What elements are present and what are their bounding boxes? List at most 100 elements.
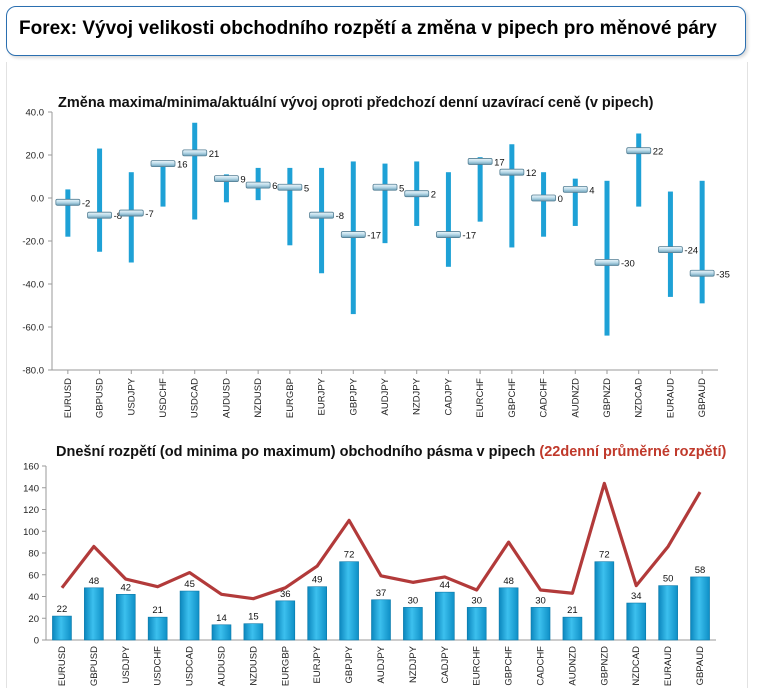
current-value-label: 0 — [558, 194, 563, 205]
bar-value-label: 34 — [631, 591, 642, 602]
bar-value-label: 36 — [280, 589, 291, 600]
bar-x-tick-label: USDJPY — [121, 645, 132, 683]
range-x-tick-label: NZDCAD — [634, 378, 645, 418]
range-bar-today — [690, 576, 710, 641]
current-value-label: -17 — [462, 231, 476, 242]
current-marker — [467, 158, 493, 165]
bar-value-label: 49 — [312, 575, 323, 586]
current-value-label: -8 — [336, 211, 344, 222]
bar-x-tick-label: GBPCHF — [504, 646, 515, 686]
bar-y-tick-label: 0 — [34, 636, 39, 647]
range-x-tick-label: NZDJPY — [412, 377, 423, 415]
current-marker — [658, 246, 683, 254]
range-x-tick-label: EURCHF — [475, 378, 486, 418]
range-bar — [509, 144, 515, 248]
range-bar — [445, 172, 451, 267]
range-x-tick-label: CADCHF — [539, 378, 550, 418]
bar-y-tick-label: 160 — [23, 462, 39, 473]
bar-value-label: 58 — [695, 565, 706, 576]
range-x-tick-label: EURUSD — [63, 378, 74, 418]
range-y-tick-label: -20.0 — [22, 237, 44, 248]
current-marker — [245, 181, 271, 189]
range-bar-today — [466, 607, 487, 641]
bar-x-tick-label: AUDJPY — [376, 645, 387, 683]
range-x-tick-label: EURAUD — [665, 378, 676, 418]
range-x-tick-label: USDCAD — [190, 378, 201, 418]
range-bar — [477, 157, 483, 222]
range-bar — [160, 161, 166, 207]
range-bar-today — [275, 600, 296, 641]
current-marker — [277, 183, 303, 191]
range-x-tick-label: AUDNZD — [570, 378, 581, 418]
current-marker — [499, 168, 525, 176]
bar-x-tick-label: CADCHF — [536, 646, 547, 686]
range-bar-today — [115, 594, 136, 641]
current-marker — [214, 175, 239, 183]
range-y-tick-label: 20.0 — [26, 151, 45, 162]
current-value-label: 2 — [431, 190, 436, 201]
bar-chart-title-accent: (22denní průměrné rozpětí) — [539, 444, 727, 460]
bar-value-label: 21 — [152, 605, 163, 616]
bar-x-tick-label: GBPNZD — [599, 646, 610, 686]
bar-value-label: 22 — [57, 604, 68, 615]
bar-x-tick-label: GBPJPY — [344, 645, 355, 683]
bar-value-label: 44 — [440, 580, 451, 591]
current-value-label: 16 — [177, 160, 188, 171]
current-marker — [372, 183, 398, 191]
current-value-label: -8 — [114, 211, 122, 222]
bar-value-label: 48 — [503, 576, 514, 587]
range-bar-today — [179, 590, 200, 641]
range-bar-today — [594, 561, 615, 641]
bar-x-tick-label: GBPUSD — [89, 646, 100, 686]
range-y-tick-label: 0.0 — [31, 194, 44, 205]
range-bar-today — [211, 624, 232, 641]
bar-x-tick-label: NZDCAD — [631, 646, 642, 686]
bar-y-tick-label: 140 — [23, 483, 39, 494]
bar-x-tick-label: USDCHF — [153, 646, 164, 686]
current-marker — [626, 147, 652, 155]
bar-y-tick-label: 40 — [28, 592, 39, 603]
bar-value-label: 30 — [535, 595, 546, 606]
bar-y-tick-label: 120 — [23, 505, 39, 516]
current-marker — [531, 194, 556, 202]
bar-value-label: 15 — [248, 612, 259, 623]
current-marker — [562, 185, 588, 193]
bar-value-label: 37 — [376, 588, 387, 599]
range-x-tick-label: GBPJPY — [348, 377, 359, 415]
header-box: Forex: Vývoj velikosti obchodního rozpět… — [6, 6, 746, 56]
current-value-label: -17 — [367, 231, 381, 242]
current-value-label: -24 — [684, 246, 698, 257]
bar-value-label: 14 — [216, 613, 227, 624]
bar-value-label: 50 — [663, 574, 674, 585]
content-frame — [6, 62, 748, 688]
bar-y-tick-label: 100 — [23, 527, 39, 538]
range-x-tick-label: GBPAUD — [697, 378, 708, 418]
current-value-label: -35 — [716, 269, 730, 280]
bar-value-label: 30 — [408, 595, 419, 606]
range-bar — [699, 180, 705, 304]
bar-x-tick-label: EURUSD — [57, 646, 68, 686]
range-bar — [319, 167, 325, 274]
range-x-tick-label: AUDJPY — [380, 377, 391, 415]
range-x-tick-label: GBPUSD — [95, 378, 106, 418]
range-x-tick-label: CADJPY — [443, 377, 454, 415]
range-bar — [604, 180, 610, 336]
current-value-label: 5 — [304, 183, 309, 194]
current-marker — [689, 269, 715, 277]
current-marker — [118, 209, 144, 217]
range-bar — [65, 189, 71, 237]
range-x-tick-label: EURGBP — [285, 378, 296, 418]
bar-x-tick-label: AUDNZD — [567, 646, 578, 686]
bar-chart-title-main: Dnešní rozpětí (od minima po maximum) ob… — [56, 444, 536, 460]
bar-x-tick-label: EURCHF — [472, 646, 483, 686]
current-marker — [340, 231, 366, 238]
range-bar-today — [371, 599, 391, 641]
range-y-tick-label: -60.0 — [22, 323, 44, 334]
range-bar — [382, 163, 388, 244]
current-marker — [182, 149, 208, 157]
current-marker — [55, 198, 81, 206]
range-bar-today — [403, 607, 423, 641]
range-bar — [636, 133, 642, 207]
current-value-label: 12 — [526, 168, 537, 179]
range-bar — [128, 172, 134, 263]
